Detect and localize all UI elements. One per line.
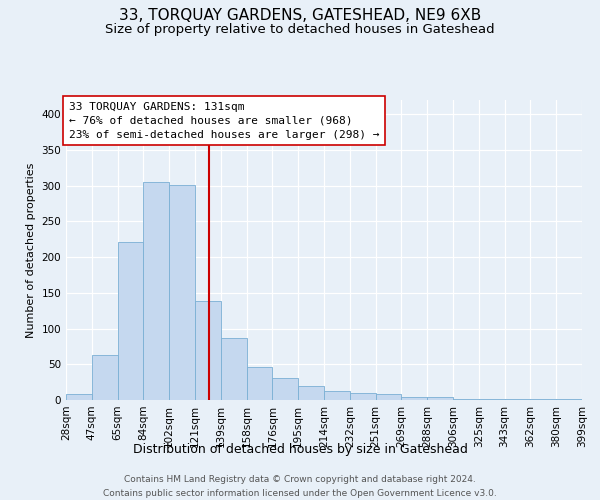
Bar bbox=[298, 386, 324, 400]
Bar bbox=[453, 398, 479, 400]
Bar bbox=[195, 300, 221, 400]
Bar bbox=[401, 397, 427, 400]
Text: Contains HM Land Registry data © Crown copyright and database right 2024.
Contai: Contains HM Land Registry data © Crown c… bbox=[103, 476, 497, 498]
Bar bbox=[143, 182, 169, 400]
Bar bbox=[66, 394, 92, 400]
Bar bbox=[118, 242, 143, 400]
Text: Size of property relative to detached houses in Gateshead: Size of property relative to detached ho… bbox=[105, 24, 495, 36]
Bar bbox=[376, 394, 401, 400]
Text: 33 TORQUAY GARDENS: 131sqm
← 76% of detached houses are smaller (968)
23% of sem: 33 TORQUAY GARDENS: 131sqm ← 76% of deta… bbox=[68, 102, 379, 140]
Bar bbox=[247, 367, 272, 400]
Bar bbox=[221, 338, 247, 400]
Text: 33, TORQUAY GARDENS, GATESHEAD, NE9 6XB: 33, TORQUAY GARDENS, GATESHEAD, NE9 6XB bbox=[119, 8, 481, 22]
Bar bbox=[92, 355, 118, 400]
Bar bbox=[272, 378, 298, 400]
Bar bbox=[169, 185, 195, 400]
Bar bbox=[427, 397, 453, 400]
Bar bbox=[324, 390, 350, 400]
Y-axis label: Number of detached properties: Number of detached properties bbox=[26, 162, 36, 338]
Bar bbox=[350, 393, 376, 400]
Text: Distribution of detached houses by size in Gateshead: Distribution of detached houses by size … bbox=[133, 442, 467, 456]
